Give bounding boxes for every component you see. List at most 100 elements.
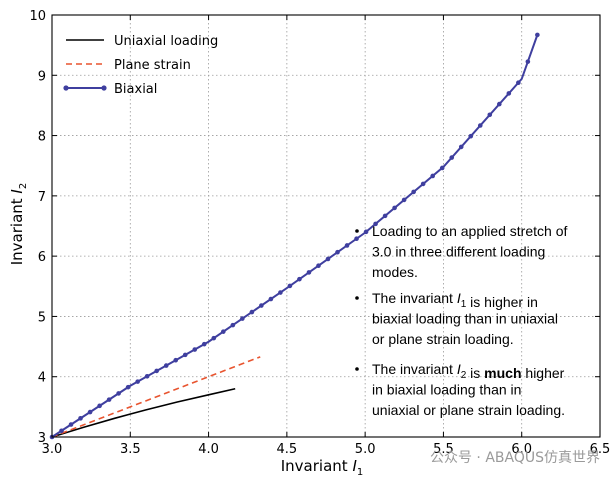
series-marker-biaxial: [354, 236, 359, 242]
legend-label-biaxial: Biaxial: [114, 82, 157, 97]
note-bullet: [355, 229, 359, 233]
legend-label-plane-strain: Plane strain: [114, 58, 191, 73]
series-marker-biaxial: [411, 189, 416, 195]
series-line-uniaxial-loading: [51, 387, 236, 438]
series-marker-biaxial: [192, 347, 198, 352]
legend-marker-biaxial: [63, 85, 69, 91]
grid: [52, 15, 600, 437]
x-tick-label: 4.0: [198, 442, 219, 457]
series-marker-biaxial: [268, 296, 274, 302]
legend: Uniaxial loading Plane strain Biaxial: [63, 34, 218, 97]
legend-label-uniaxial-loading: Uniaxial loading: [114, 34, 218, 49]
series-marker-biaxial: [87, 409, 93, 415]
note-segment: I: [457, 361, 461, 377]
note-segment: higher: [522, 365, 565, 381]
x-tick-label: 5.0: [355, 442, 376, 457]
note-line: modes.: [372, 264, 418, 280]
x-axis-label: Invariant I1: [281, 457, 364, 478]
series-marker-biaxial: [59, 428, 64, 434]
note-line: or plane strain loading.: [372, 331, 514, 347]
series-marker-biaxial: [477, 123, 483, 128]
series-marker-biaxial: [106, 397, 112, 402]
series-marker-biaxial: [116, 391, 121, 396]
series-marker-biaxial: [363, 229, 369, 235]
series-marker-biaxial: [516, 80, 521, 85]
series-marker-biaxial: [230, 322, 236, 328]
series-marker-biaxial: [135, 379, 140, 384]
y-tick-label: 7: [38, 190, 46, 205]
x-tick-label: 6.0: [511, 442, 532, 457]
series-marker-biaxial: [420, 181, 426, 187]
series-marker-biaxial: [154, 368, 159, 374]
y-tick-label: 3: [38, 431, 46, 446]
series-marker-biaxial: [497, 101, 502, 107]
x-tick-label: 3.5: [120, 442, 141, 457]
series-marker-biaxial: [325, 256, 331, 262]
y-tick-label: 8: [38, 130, 46, 145]
note-line: in biaxial loading than in: [372, 382, 521, 398]
series-marker-biaxial: [506, 91, 512, 96]
series-marker-biaxial: [249, 309, 255, 315]
series-marker-biaxial: [430, 173, 435, 179]
series-marker-biaxial: [306, 270, 312, 275]
note-segment: The invariant: [372, 290, 457, 306]
series-marker-biaxial: [401, 197, 407, 203]
series-marker-biaxial: [144, 373, 150, 379]
series-marker-biaxial: [259, 303, 264, 308]
note-bullet: [355, 296, 359, 300]
series-line-plane-strain: [51, 356, 261, 438]
note-segment: 1: [461, 299, 467, 310]
series-marker-biaxial: [125, 384, 131, 390]
series-layer: [49, 32, 540, 440]
series-marker-biaxial: [439, 165, 445, 171]
y-tick-label: 4: [38, 371, 46, 386]
series-marker-biaxial: [382, 213, 388, 219]
note-line: The invariant I1 is higher in: [372, 290, 538, 310]
series-marker-biaxial: [201, 341, 207, 347]
series-marker-biaxial: [240, 316, 245, 321]
series-marker-biaxial: [97, 403, 102, 409]
series-marker-biaxial: [535, 32, 540, 38]
series-marker-biaxial: [392, 205, 397, 211]
series-marker-biaxial: [458, 144, 464, 150]
series-marker-biaxial: [163, 363, 169, 368]
note-segment: biaxial loading than in uniaxial: [372, 311, 558, 327]
series-marker-biaxial: [68, 422, 74, 427]
series-marker-biaxial: [221, 329, 226, 334]
series-marker-biaxial: [449, 155, 455, 160]
series-marker-biaxial: [182, 352, 188, 358]
plot-frame: [51, 14, 601, 438]
note-segment: is: [466, 365, 484, 381]
series-marker-biaxial: [173, 357, 179, 363]
x-tick-label: 6.5: [590, 442, 611, 457]
note-segment: much: [484, 365, 521, 381]
watermark-text: 公众号 · ABAQUS仿真世界: [430, 450, 600, 466]
note-line: biaxial loading than in uniaxial: [372, 311, 558, 327]
series-marker-biaxial: [78, 416, 83, 421]
series-marker-biaxial: [525, 59, 531, 64]
series-marker-biaxial: [335, 249, 340, 255]
note-segment: or plane strain loading.: [372, 331, 514, 347]
series-marker-biaxial: [211, 335, 217, 341]
note-segment: 3.0 in three different loading: [372, 244, 545, 260]
series-marker-biaxial: [316, 263, 321, 268]
ticks: 3.0 3.5 4.0 4.5 5.0 5.5 6.0 6.5 3 4 5 6 7 8 9 10: [29, 9, 610, 457]
series-marker-biaxial: [468, 133, 474, 139]
series-marker-biaxial: [278, 290, 283, 295]
note-segment: I: [457, 290, 461, 306]
note-segment: uniaxial or plane strain loading.: [372, 402, 565, 418]
series-marker-biaxial: [287, 283, 293, 289]
x-tick-label: 5.5: [433, 442, 454, 457]
note-segment: 2: [461, 370, 467, 381]
note-segment: is higher in: [466, 294, 538, 310]
x-tick-label: 3.0: [42, 442, 63, 457]
series-marker-biaxial: [373, 221, 378, 227]
note-segment: Loading to an applied stretch of: [372, 223, 567, 239]
annotation-notes: Loading to an applied stretch of 3.0 in t…: [355, 223, 567, 418]
note-line: uniaxial or plane strain loading.: [372, 402, 565, 418]
y-tick-label: 9: [38, 69, 46, 84]
y-tick-label: 6: [38, 250, 46, 265]
legend-marker-biaxial: [101, 85, 107, 91]
